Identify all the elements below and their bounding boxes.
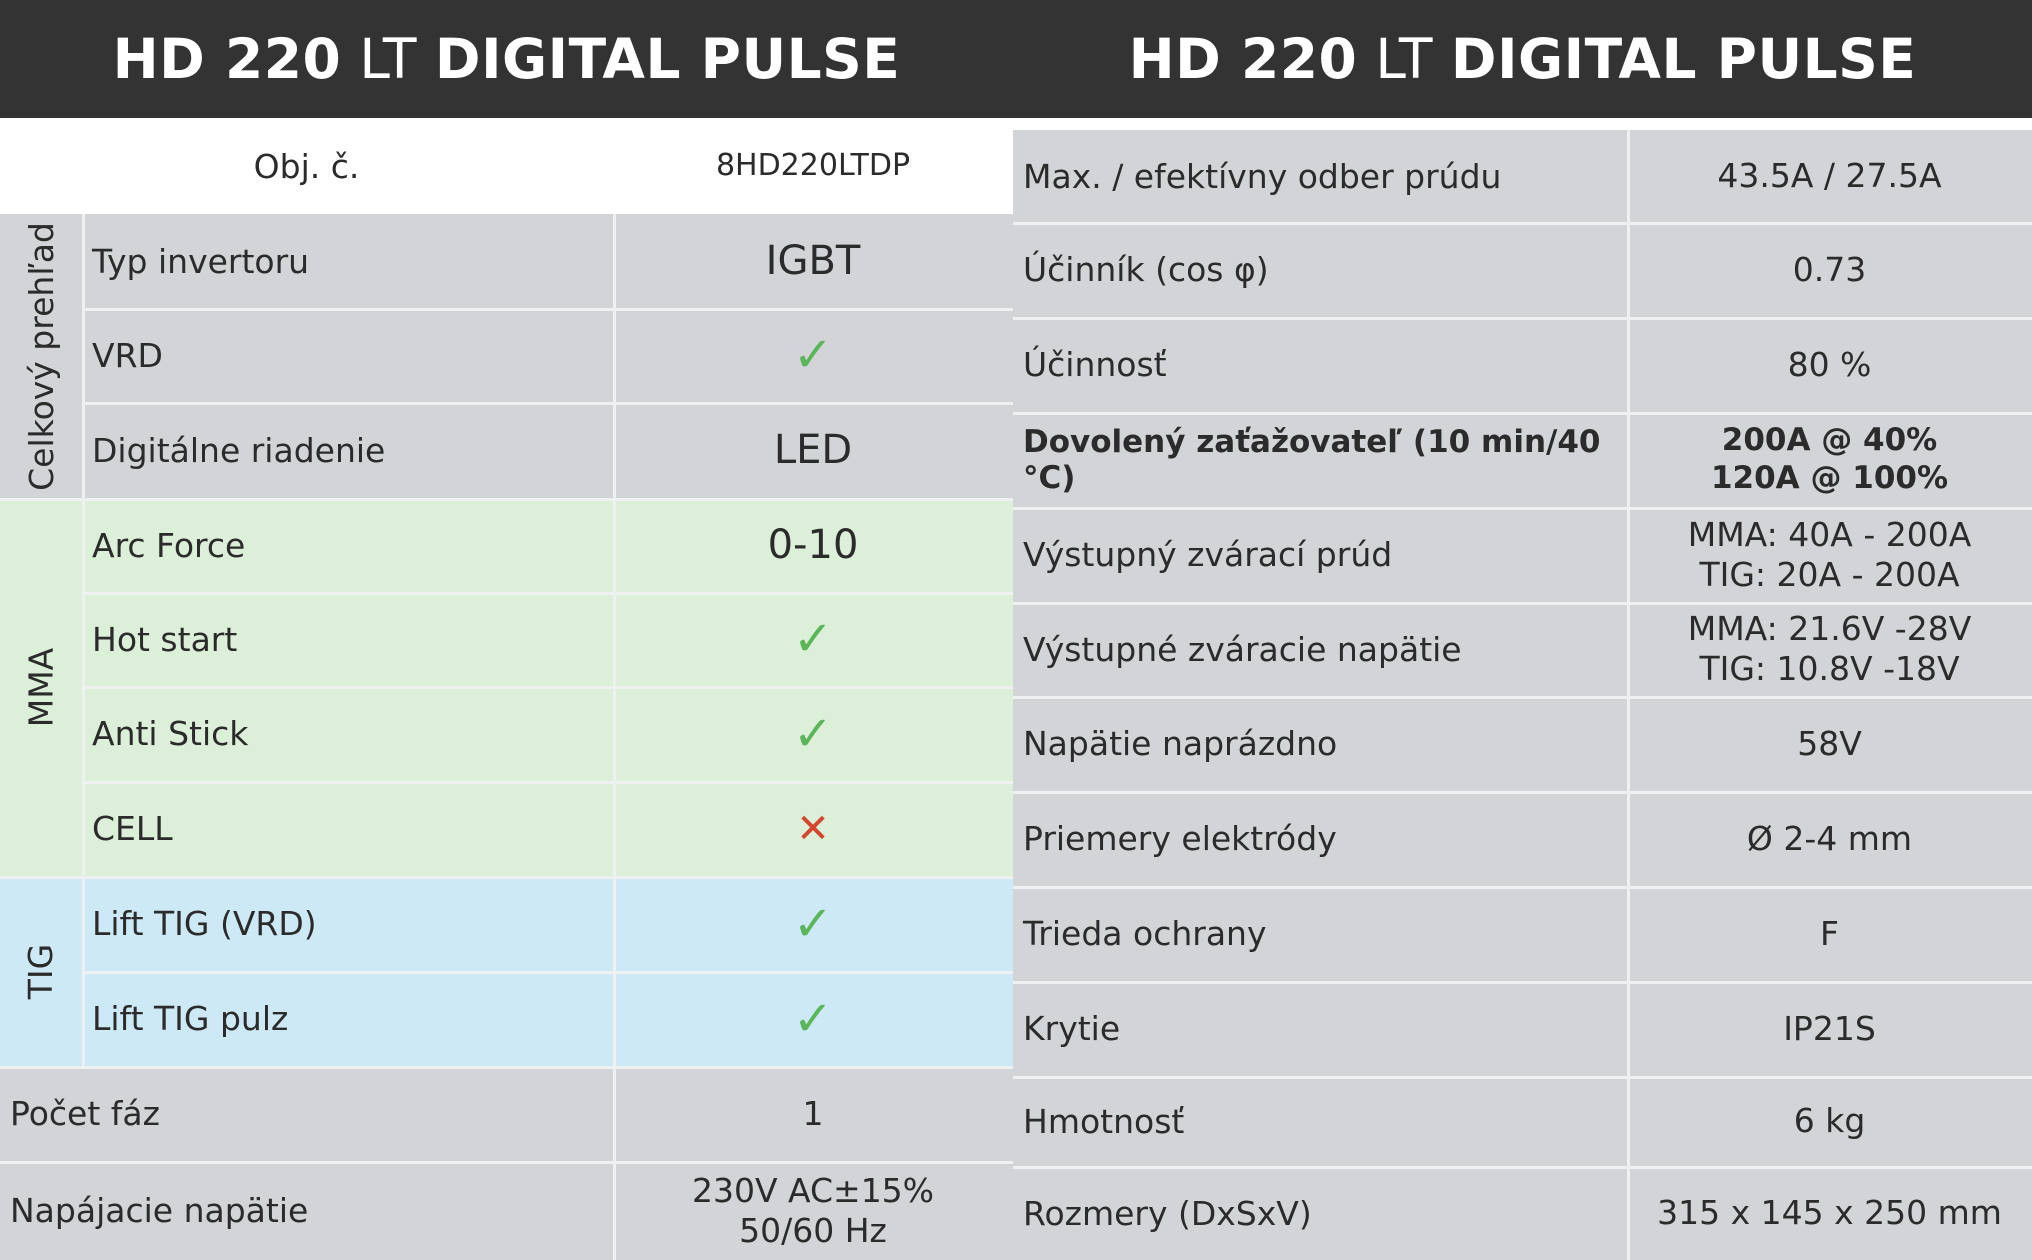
spec-label: CELL bbox=[92, 809, 173, 848]
spec-row: VRD ✓ bbox=[82, 308, 1013, 402]
spec-row: Hot start ✓ bbox=[82, 592, 1013, 686]
spec-row: Výstupný zvárací prúd MMA: 40A - 200A TI… bbox=[1013, 507, 2032, 602]
spec-label: Hot start bbox=[92, 619, 238, 659]
check-icon: ✓ bbox=[792, 327, 834, 383]
spec-label: Napätie naprázdno bbox=[1023, 724, 1338, 763]
spec-row: Hmotnosť 6 kg bbox=[1013, 1076, 2032, 1166]
spec-label: Lift TIG (VRD) bbox=[92, 904, 317, 943]
spec-label: Digitálne riadenie bbox=[92, 430, 386, 470]
spec-label: Anti Stick bbox=[92, 714, 249, 753]
spec-row: Max. / efektívny odber prúdu 43.5A / 27.… bbox=[1013, 130, 2032, 222]
spec-value: 230V AC±15% 50/60 Hz bbox=[691, 1170, 935, 1250]
header-model: HD 220 bbox=[112, 27, 342, 91]
spec-label: Hmotnosť bbox=[1023, 1101, 1185, 1141]
spec-row: Lift TIG pulz ✓ bbox=[82, 971, 1013, 1066]
spec-row: Lift TIG (VRD) ✓ bbox=[82, 876, 1013, 971]
spec-value: 200A @ 40% 120A @ 100% bbox=[1710, 422, 1949, 496]
spec-label: Trieda ochrany bbox=[1023, 914, 1267, 953]
spec-value: 6 kg bbox=[1793, 1101, 1866, 1141]
group-label-overview: Celkový prehľad bbox=[0, 214, 82, 498]
spec-value: MMA: 40A - 200A TIG: 20A - 200A bbox=[1687, 514, 1972, 594]
spec-row: Dovolený zaťažovateľ (10 min/40 °C) 200A… bbox=[1013, 412, 2032, 507]
left-header: HD 220 LT DIGITAL PULSE bbox=[0, 0, 1013, 118]
spec-row: Krytie IP21S bbox=[1013, 981, 2032, 1076]
check-icon: ✓ bbox=[792, 611, 834, 667]
order-number-label: Obj. č. bbox=[253, 146, 360, 186]
spec-label: Typ invertoru bbox=[92, 241, 310, 281]
spec-row: Napätie naprázdno 58V bbox=[1013, 696, 2032, 791]
group-label-mma: MMA bbox=[0, 498, 82, 876]
spec-label: Lift TIG pulz bbox=[92, 999, 289, 1038]
order-number-value: 8HD220LTDP bbox=[715, 148, 911, 183]
spec-label: Krytie bbox=[1023, 1009, 1121, 1048]
spec-row: Účinník (cos φ) 0.73 bbox=[1013, 222, 2032, 317]
spec-value: 315 x 145 x 250 mm bbox=[1657, 1193, 2002, 1233]
spec-value: 0-10 bbox=[767, 522, 859, 568]
header-variant: LT bbox=[359, 27, 417, 91]
cross-icon: ✕ bbox=[796, 805, 830, 852]
header-variant: LT bbox=[1375, 27, 1433, 91]
spec-label: Arc Force bbox=[92, 525, 246, 565]
spec-value: MMA: 21.6V -28V TIG: 10.8V -18V bbox=[1687, 609, 1972, 688]
order-number-row: Obj. č. 8HD220LTDP bbox=[0, 118, 1013, 214]
spec-value: 43.5A / 27.5A bbox=[1717, 156, 1942, 196]
spec-label: Dovolený zaťažovateľ (10 min/40 °C) bbox=[1023, 423, 1601, 496]
spec-value: IGBT bbox=[765, 238, 861, 284]
spec-row: CELL ✕ bbox=[82, 781, 1013, 876]
header-model: HD 220 bbox=[1128, 27, 1358, 91]
spec-label: VRD bbox=[92, 335, 163, 375]
spec-row: Napájacie napätie 230V AC±15% 50/60 Hz bbox=[0, 1161, 1013, 1260]
right-spec-panel: HD 220 LT DIGITAL PULSE Max. / efektívny… bbox=[1013, 0, 2032, 1260]
spec-row: Rozmery (DxSxV) 315 x 145 x 250 mm bbox=[1013, 1166, 2032, 1260]
spec-value: 1 bbox=[802, 1093, 824, 1133]
spec-row: Digitálne riadenie LED bbox=[82, 402, 1013, 498]
left-spec-panel: HD 220 LT DIGITAL PULSE Obj. č. 8HD220LT… bbox=[0, 0, 1013, 1260]
spec-row: Účinnosť 80 % bbox=[1013, 317, 2032, 412]
spec-label: Rozmery (DxSxV) bbox=[1023, 1193, 1312, 1233]
spec-row: Trieda ochrany F bbox=[1013, 886, 2032, 981]
group-label-tig: TIG bbox=[0, 876, 82, 1066]
spec-label: Priemery elektródy bbox=[1023, 819, 1337, 858]
spec-row: Priemery elektródy Ø 2-4 mm bbox=[1013, 791, 2032, 886]
spec-value: 58V bbox=[1797, 723, 1862, 763]
spec-row: Počet fáz 1 bbox=[0, 1066, 1013, 1161]
check-icon: ✓ bbox=[792, 895, 834, 952]
header-series: DIGITAL PULSE bbox=[1450, 27, 1917, 91]
spec-label: Účinnosť bbox=[1023, 345, 1167, 384]
spec-row: Arc Force 0-10 bbox=[82, 498, 1013, 592]
spec-value: IP21S bbox=[1783, 1008, 1876, 1048]
check-icon: ✓ bbox=[792, 990, 834, 1047]
header-series: DIGITAL PULSE bbox=[434, 27, 901, 91]
spec-row: Anti Stick ✓ bbox=[82, 686, 1013, 781]
spec-label: Výstupné zváracie napätie bbox=[1023, 629, 1462, 669]
spec-row: Typ invertoru IGBT bbox=[82, 214, 1013, 308]
spec-label: Max. / efektívny odber prúdu bbox=[1023, 156, 1502, 196]
spec-value: 0.73 bbox=[1792, 249, 1867, 289]
spec-label: Napájacie napätie bbox=[10, 1191, 309, 1230]
spec-row: Výstupné zváracie napätie MMA: 21.6V -28… bbox=[1013, 602, 2032, 696]
spec-label: Účinník (cos φ) bbox=[1023, 250, 1269, 289]
spec-value: LED bbox=[773, 427, 853, 473]
right-header: HD 220 LT DIGITAL PULSE bbox=[1013, 0, 2032, 118]
check-icon: ✓ bbox=[792, 705, 834, 762]
spec-value: Ø 2-4 mm bbox=[1746, 818, 1913, 858]
spec-value: 80 % bbox=[1787, 344, 1872, 384]
spec-label: Počet fáz bbox=[10, 1094, 160, 1133]
spec-value: F bbox=[1820, 913, 1839, 953]
spec-label: Výstupný zvárací prúd bbox=[1023, 535, 1393, 574]
